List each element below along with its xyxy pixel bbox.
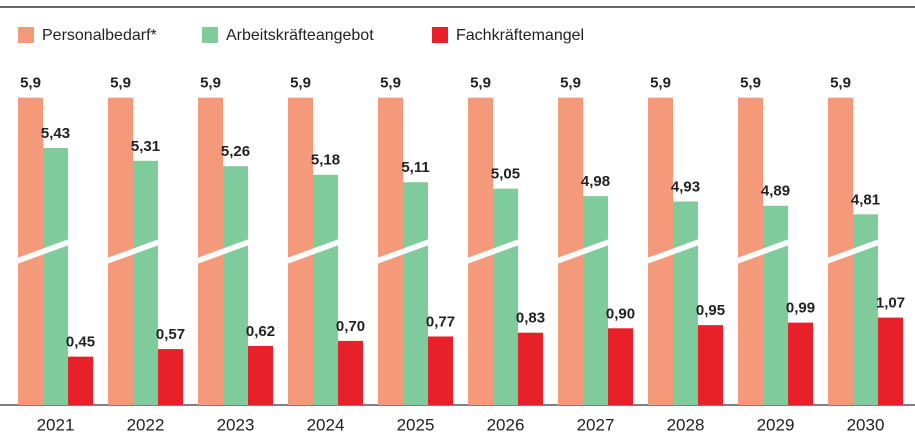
axis-break <box>197 239 249 264</box>
x-tick-label: 2028 <box>667 415 705 434</box>
x-tick-label: 2024 <box>307 415 345 434</box>
value-label: 5,43 <box>41 125 70 142</box>
value-label: 5,18 <box>311 152 340 169</box>
x-tick-label: 2026 <box>487 415 525 434</box>
value-label: 4,98 <box>581 173 610 190</box>
bar <box>583 196 608 405</box>
value-label: 5,05 <box>491 166 520 183</box>
value-label: 5,31 <box>131 138 160 155</box>
value-label: 5,9 <box>650 75 671 92</box>
x-tick-label: 2021 <box>37 415 75 434</box>
value-label: 1,07 <box>876 295 905 312</box>
x-tick-label: 2022 <box>127 415 165 434</box>
x-tick-label: 2025 <box>397 415 435 434</box>
bar <box>878 317 903 405</box>
bar <box>223 166 248 405</box>
value-label: 5,9 <box>290 75 311 92</box>
axis-break <box>557 239 609 264</box>
x-tick-label: 2030 <box>847 415 885 434</box>
bar <box>403 182 428 405</box>
value-label: 5,9 <box>20 75 41 92</box>
bar <box>313 174 338 405</box>
value-label: 4,81 <box>851 191 880 208</box>
value-label: 5,9 <box>830 75 851 92</box>
axis-break <box>377 239 429 264</box>
axis-break <box>287 239 339 264</box>
x-tick-label: 2027 <box>577 415 615 434</box>
axis-break <box>827 239 879 264</box>
value-label: 5,11 <box>401 159 429 176</box>
value-label: 4,89 <box>761 183 790 200</box>
axis-break <box>737 239 789 264</box>
bar <box>158 349 183 405</box>
value-label: 5,9 <box>740 75 761 92</box>
axis-break <box>647 239 699 264</box>
bar <box>493 188 518 405</box>
legend-label: Fachkräftemangel <box>456 27 584 44</box>
axis-break <box>17 239 69 264</box>
value-label: 5,9 <box>110 75 131 92</box>
legend-label: Arbeitskräfteangebot <box>226 27 374 44</box>
bar <box>248 345 273 405</box>
value-label: 5,9 <box>560 75 581 92</box>
bar <box>673 201 698 405</box>
value-label: 5,9 <box>470 75 491 92</box>
value-label: 5,9 <box>380 75 401 92</box>
x-tick-label: 2029 <box>757 415 795 434</box>
axis-break <box>107 239 159 264</box>
bar <box>43 147 68 406</box>
value-label: 0,95 <box>696 302 725 319</box>
value-label: 5,9 <box>200 75 221 92</box>
bar <box>763 205 788 405</box>
bar <box>788 322 813 405</box>
bar <box>698 325 723 405</box>
axis-break <box>467 239 519 264</box>
value-label: 0,70 <box>336 318 365 335</box>
bar <box>608 328 633 405</box>
bar <box>338 340 363 405</box>
value-label: 0,62 <box>246 323 275 340</box>
legend-label: Personalbedarf* <box>42 27 157 44</box>
x-tick-label: 2023 <box>217 415 255 434</box>
bar <box>428 336 453 405</box>
value-label: 0,77 <box>426 313 455 330</box>
value-label: 5,26 <box>221 143 250 160</box>
value-label: 0,57 <box>156 326 185 343</box>
value-label: 0,99 <box>786 300 815 317</box>
bar <box>133 160 158 405</box>
legend-swatch <box>18 27 34 43</box>
value-label: 0,45 <box>66 334 95 351</box>
value-label: 4,93 <box>671 178 700 195</box>
bar <box>68 356 93 405</box>
legend-swatch <box>432 27 448 43</box>
legend-swatch <box>202 27 218 43</box>
value-label: 0,83 <box>516 310 545 327</box>
bar <box>518 332 543 405</box>
value-label: 0,90 <box>606 305 635 322</box>
